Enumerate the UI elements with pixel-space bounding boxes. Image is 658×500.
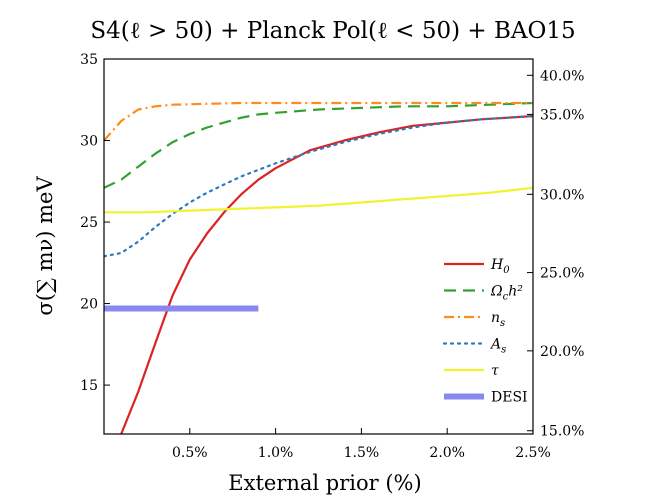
chart-title: S4(ℓ > 50) + Planck Pol(ℓ < 50) + BAO15 [90,18,575,44]
series-line-4 [104,186,533,214]
x-tick-label: 1.5% [344,445,380,461]
y-tick-label: 35 [80,52,98,68]
x-tick-label: 2.0% [429,445,465,461]
y2-tick-label: 35.0% [540,107,584,123]
y2-tick-label: 20.0% [540,344,584,360]
legend: H0 Ωch² ns As τ DESI [442,257,528,406]
y-tick-label: 15 [80,378,98,394]
plot-frame [103,58,534,435]
y-tick-label: 25 [80,215,98,231]
plot-area [104,101,533,434]
y-axis-ticks: 15 20 25 30 35 [80,52,110,394]
series-line-3 [104,114,533,258]
legend-label-1: Ωch² [490,284,523,303]
y2-tick-label: 15.0% [540,424,584,440]
legend-label-3: As [489,337,506,356]
series-line-0 [120,115,533,434]
y2-axis-ticks: 15.0% 20.0% 25.0% 30.0% 35.0% 40.0% [527,68,584,440]
y-tick-label: 20 [80,297,98,313]
y2-tick-label: 40.0% [540,68,584,84]
y2-tick-label: 25.0% [540,266,584,282]
legend-label-5: DESI [491,390,528,406]
x-tick-label: 1.0% [258,445,294,461]
x-tick-label: 0.5% [172,445,208,461]
series-line-1 [104,101,533,189]
x-tick-label: 2.5% [515,445,551,461]
legend-label-2: ns [491,310,505,329]
x-axis-ticks: 0.5% 1.0% 1.5% 2.0% 2.5% [172,428,551,461]
y2-tick-label: 30.0% [540,187,584,203]
series-line-2 [104,101,533,142]
y-tick-label: 30 [80,134,98,150]
legend-label-0: H0 [490,257,510,276]
y-axis-title: σ(∑ mν) meV [33,176,57,316]
legend-label-4: τ [491,363,499,379]
x-axis-title: External prior (%) [228,471,421,495]
